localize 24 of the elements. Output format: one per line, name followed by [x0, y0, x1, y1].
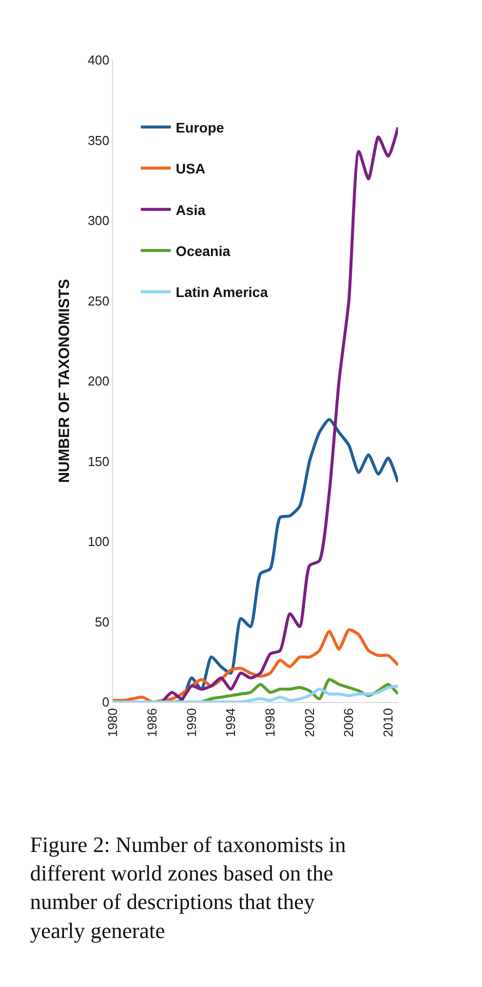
legend-label: Oceania [176, 243, 230, 260]
legend-label: USA [176, 160, 206, 177]
y-tick-label: 300 [88, 213, 110, 228]
y-axis-title: NUMBER OF TAXONOMISTS [56, 279, 73, 483]
y-tick-label: 0 [102, 694, 110, 710]
y-tick-label: 250 [88, 293, 110, 308]
x-tick-label: 1994 [223, 708, 238, 738]
y-tick-label: 400 [88, 52, 110, 68]
y-tick-label: 350 [88, 132, 110, 148]
x-tick-label: 1990 [184, 708, 199, 738]
x-tick-label: 2010 [380, 708, 396, 738]
x-tick-label: 2002 [302, 708, 317, 738]
y-tick-label: 50 [94, 614, 110, 630]
y-tick-label: 150 [88, 454, 110, 469]
x-tick-label: 1986 [144, 708, 160, 738]
y-tick-label: 100 [88, 534, 110, 550]
legend-label: Europe [176, 119, 224, 136]
caption: Figure 2: Number of taxonomists in different world zones based on the number of descriptions that they yearly generate [30, 832, 346, 943]
legend-label: Asia [176, 202, 206, 218]
x-tick-label: 1980 [105, 708, 120, 738]
legend-label: Latin America [176, 284, 268, 300]
x-tick-label: 1998 [262, 708, 278, 738]
x-tick-label: 2006 [341, 708, 356, 738]
y-tick-label: 200 [88, 374, 110, 389]
